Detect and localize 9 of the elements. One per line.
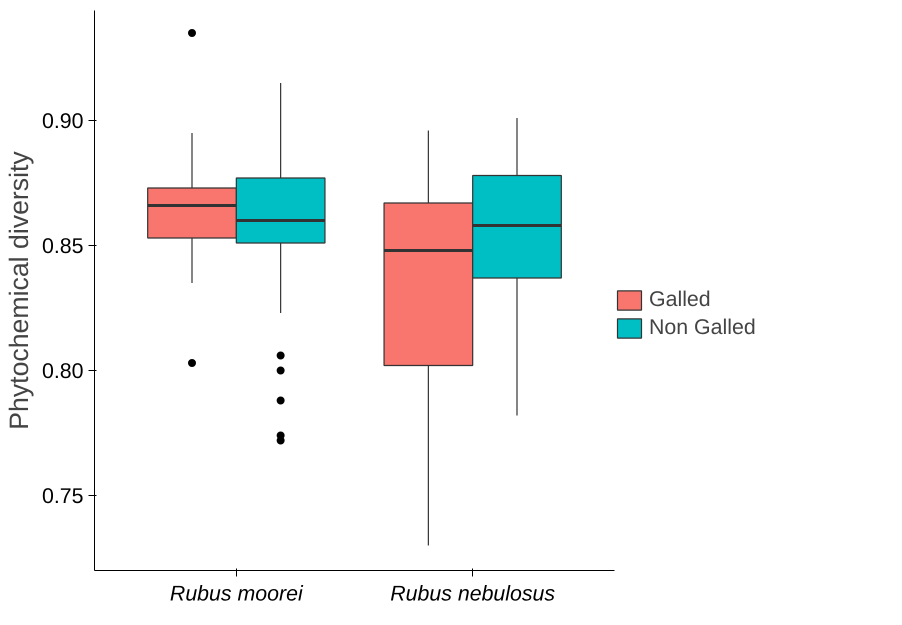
y-tick-label: 0.85 [42,234,84,258]
y-tick-label: 0.80 [42,359,84,383]
x-tick-label: Rubus nebulosus [390,582,556,606]
y-axis-title: Phytochemical diversity [4,150,34,430]
x-tick-label: Rubus moorei [170,582,304,606]
y-tick-label: 0.90 [42,109,84,133]
y-tick-label: 0.75 [42,484,84,508]
legend-label: Galled [649,287,711,312]
legend-label: Non Galled [649,315,756,340]
